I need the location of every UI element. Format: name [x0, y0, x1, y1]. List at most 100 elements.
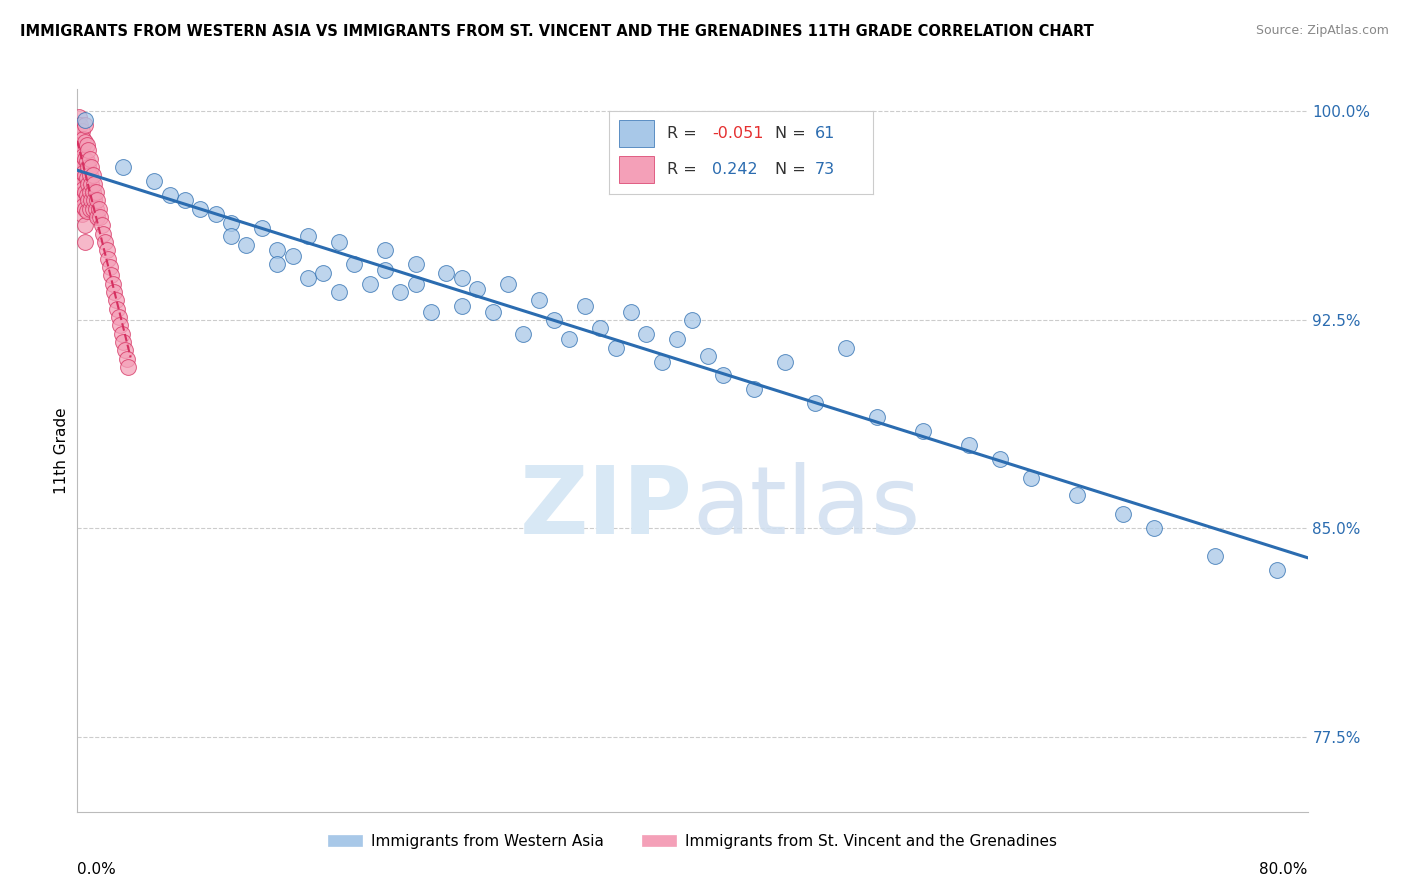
- Point: [73, 169, 96, 183]
- Point: [742, 382, 765, 396]
- Point: [79, 169, 101, 183]
- Point: [77, 194, 100, 208]
- Point: [77, 177, 100, 191]
- Point: [159, 187, 181, 202]
- Point: [912, 424, 935, 438]
- Point: [436, 266, 458, 280]
- Point: [866, 410, 889, 425]
- Point: [174, 194, 197, 208]
- Point: [835, 341, 858, 355]
- Point: [465, 282, 488, 296]
- Point: [87, 202, 110, 216]
- Point: [636, 326, 658, 341]
- Point: [1066, 488, 1088, 502]
- Point: [82, 202, 104, 216]
- Point: [70, 124, 93, 138]
- Point: [143, 174, 166, 188]
- Point: [70, 157, 93, 171]
- Point: [89, 210, 111, 224]
- Point: [76, 137, 98, 152]
- Point: [72, 165, 94, 179]
- Point: [86, 194, 108, 208]
- Point: [73, 118, 96, 132]
- Point: [711, 368, 734, 383]
- Point: [73, 112, 96, 127]
- Point: [374, 262, 396, 277]
- Point: [86, 210, 108, 224]
- Point: [73, 185, 96, 199]
- Point: [405, 257, 427, 271]
- Point: [204, 207, 226, 221]
- Point: [79, 185, 101, 199]
- Point: [297, 229, 319, 244]
- Point: [117, 360, 139, 375]
- Point: [297, 271, 319, 285]
- Point: [558, 332, 581, 346]
- Point: [188, 202, 212, 216]
- Point: [79, 202, 101, 216]
- Point: [405, 277, 427, 291]
- Point: [70, 174, 93, 188]
- Point: [83, 194, 105, 208]
- Point: [83, 177, 105, 191]
- Point: [76, 154, 98, 169]
- Point: [389, 285, 412, 299]
- Point: [108, 310, 131, 324]
- Point: [70, 207, 93, 221]
- Point: [1204, 549, 1226, 563]
- Point: [76, 187, 98, 202]
- Point: [72, 199, 94, 213]
- Point: [589, 321, 612, 335]
- Point: [104, 293, 127, 308]
- Point: [219, 216, 242, 230]
- Point: [73, 135, 96, 149]
- Text: Source: ZipAtlas.com: Source: ZipAtlas.com: [1256, 24, 1389, 37]
- Point: [343, 257, 366, 271]
- Point: [80, 177, 103, 191]
- Point: [70, 190, 93, 204]
- Point: [1265, 563, 1288, 577]
- Point: [76, 204, 98, 219]
- Point: [450, 299, 472, 313]
- Text: atlas: atlas: [693, 462, 921, 554]
- Point: [420, 304, 443, 318]
- Text: 80.0%: 80.0%: [1260, 862, 1308, 877]
- Point: [266, 257, 288, 271]
- Point: [328, 285, 350, 299]
- Y-axis label: 11th Grade: 11th Grade: [53, 407, 69, 494]
- Point: [696, 349, 718, 363]
- Point: [957, 438, 980, 452]
- Point: [101, 277, 124, 291]
- Point: [73, 219, 96, 233]
- Point: [773, 354, 796, 368]
- Point: [90, 219, 114, 233]
- Point: [1143, 521, 1166, 535]
- Point: [651, 354, 673, 368]
- Point: [82, 169, 104, 183]
- Point: [80, 194, 103, 208]
- Point: [67, 165, 90, 179]
- Point: [235, 237, 257, 252]
- Point: [73, 152, 96, 166]
- Point: [69, 187, 91, 202]
- Point: [84, 185, 107, 199]
- Point: [96, 244, 118, 258]
- Point: [605, 341, 627, 355]
- Point: [93, 227, 115, 241]
- Point: [328, 235, 350, 249]
- Point: [77, 160, 100, 174]
- Point: [359, 277, 381, 291]
- Point: [312, 266, 335, 280]
- Point: [988, 451, 1011, 466]
- Point: [219, 229, 242, 244]
- Text: 0.0%: 0.0%: [77, 862, 117, 877]
- Point: [103, 285, 125, 299]
- Point: [543, 313, 565, 327]
- Point: [804, 396, 827, 410]
- Point: [115, 351, 138, 366]
- Point: [111, 326, 134, 341]
- Point: [512, 326, 534, 341]
- Point: [666, 332, 689, 346]
- Point: [266, 244, 288, 258]
- Point: [682, 313, 704, 327]
